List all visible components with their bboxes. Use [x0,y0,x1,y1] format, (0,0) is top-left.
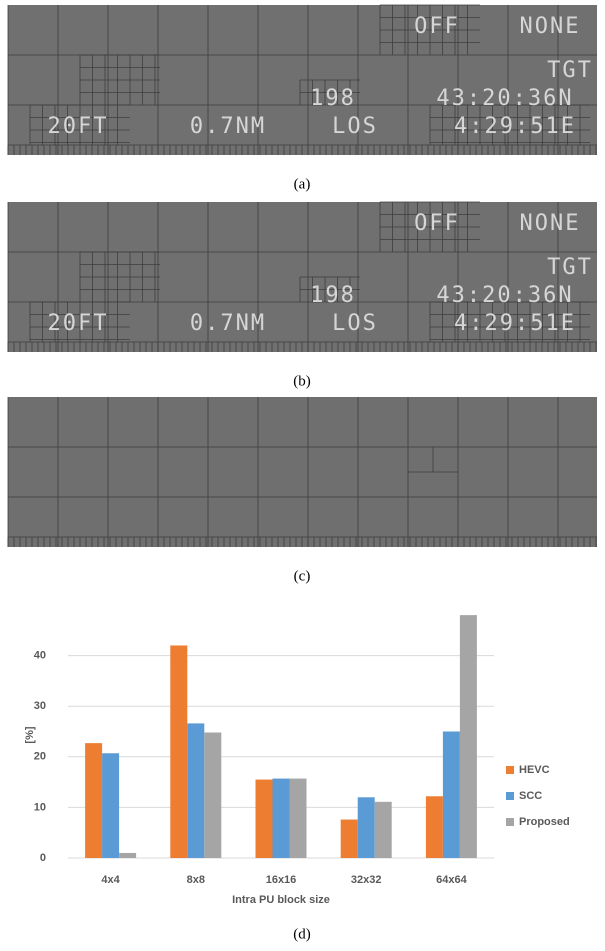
overlay-text: 20FT [48,311,109,336]
legend-swatch [506,792,514,800]
overlay-text: OFF [414,211,460,236]
overlay-text: 198 [310,86,356,111]
overlay-text: TGT [547,58,593,83]
x-tick-label: 4x4 [101,874,120,886]
bar [341,820,358,858]
y-tick-label: 40 [34,650,46,662]
legend-label: Proposed [519,816,570,828]
bar [443,732,460,859]
overlay-text: TGT [547,255,593,280]
panel-caption: (c) [294,568,311,584]
overlay-text: 43:20:36N [436,86,573,111]
overlay-text: 4:29:51E [454,114,576,139]
bar [204,733,221,858]
overlay-text: 4:29:51E [454,311,576,336]
overlay-text: 43:20:36N [436,283,573,308]
legend-swatch [506,766,514,774]
overlay-text: 20FT [48,114,109,139]
y-axis-label: [%] [24,726,36,743]
y-tick-label: 10 [34,801,46,813]
bar [426,796,443,858]
bar [102,753,119,858]
legend-swatch [506,818,514,826]
y-tick-label: 0 [40,852,46,864]
bar [256,780,273,858]
x-tick-label: 32x32 [351,874,382,886]
legend-label: HEVC [519,764,550,776]
bar [273,779,290,858]
overlay-text: LOS [332,114,378,139]
y-tick-label: 20 [34,751,46,763]
bar [187,723,204,858]
overlay-text: 198 [310,283,356,308]
panel-caption: (d) [293,926,311,942]
bar [358,797,375,858]
x-tick-label: 64x64 [436,874,467,886]
bar [460,615,477,858]
panel-caption: (a) [294,176,311,192]
y-tick-label: 30 [34,700,46,712]
legend-label: SCC [519,790,542,802]
overlay-text: NONE [520,14,581,39]
overlay-text: 0.7NM [190,311,266,336]
overlay-text: NONE [520,211,581,236]
x-axis-label: Intra PU block size [232,894,330,906]
bar [85,743,102,858]
bar [375,802,392,858]
bar [119,853,136,858]
overlay-text: 0.7NM [190,114,266,139]
image-panel [8,397,597,547]
bar [170,645,187,858]
figure: OFF NONE TGT 198 43:20:36N 20FT 0.7NM LOS 4:29:5… [0,0,605,951]
x-tick-label: 8x8 [187,874,205,886]
overlay-text: OFF [414,14,460,39]
overlay-text: LOS [332,311,378,336]
panel-caption: (b) [293,373,311,389]
x-tick-label: 16x16 [266,874,297,886]
bar [290,779,307,858]
